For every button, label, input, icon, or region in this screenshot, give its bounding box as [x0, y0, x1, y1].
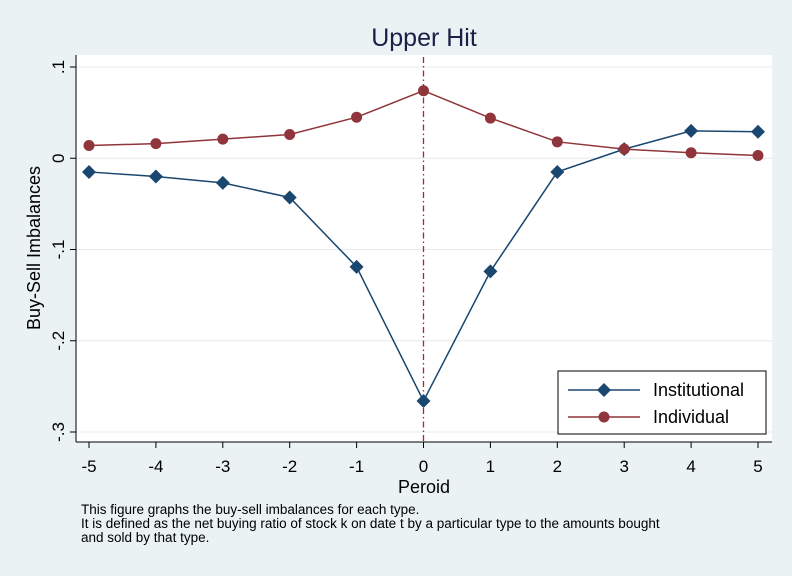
- y-tick-label-2: -.1: [49, 240, 68, 260]
- x-tick-label-8: 3: [619, 457, 628, 476]
- series-group: [82, 85, 765, 408]
- x-tick-label-5: 0: [419, 457, 428, 476]
- point-individual--1: [351, 111, 363, 123]
- chart: .10-.1-.2-.3 -5 -4 -3 -2 -1 0 1 2 3 4 5 Upper Hit …: [24, 24, 772, 497]
- point-institutional--4: [148, 169, 163, 184]
- y-tick-label-0: .1: [49, 60, 68, 74]
- y-tick-label-3: -.2: [49, 331, 68, 351]
- x-ticks: -5 -4 -3 -2 -1 0 1 2 3 4 5: [81, 442, 763, 476]
- x-tick-label-6: 1: [486, 457, 495, 476]
- x-tick-label-2: -3: [215, 457, 230, 476]
- x-tick-label-0: -5: [81, 457, 96, 476]
- y-tick-label-1: 0: [49, 154, 68, 163]
- x-tick-label-10: 5: [753, 457, 762, 476]
- point-institutional--2: [282, 190, 297, 205]
- chart-title: Upper Hit: [371, 24, 477, 52]
- point-individual-5: [752, 150, 764, 162]
- point-individual--4: [150, 138, 162, 150]
- point-institutional-5: [751, 124, 765, 139]
- point-individual-3: [618, 143, 630, 155]
- point-individual-0: [418, 85, 429, 97]
- point-individual-4: [685, 147, 697, 159]
- legend-label-institutional: Institutional: [653, 380, 744, 400]
- note-line-3: and sold by that type.: [81, 530, 210, 545]
- point-institutional-0: [416, 393, 431, 408]
- legend-label-individual: Individual: [653, 407, 729, 427]
- point-individual--2: [284, 129, 296, 141]
- x-tick-label-3: -2: [282, 457, 297, 476]
- point-institutional-4: [684, 123, 699, 138]
- point-individual--5: [83, 139, 95, 151]
- note-line-1: This figure graphs the buy-sell imbalanc…: [81, 502, 420, 517]
- y-ticks: .1 0 -.1 -.2 -.3: [49, 60, 76, 442]
- y-axis-label: Buy-Sell Imbalances: [24, 166, 44, 330]
- y-tick-label-4: -.3: [49, 422, 68, 442]
- point-individual--3: [217, 133, 229, 145]
- x-tick-label-9: 4: [686, 457, 695, 476]
- legend: Institutional Individual: [557, 370, 767, 435]
- point-institutional--3: [215, 175, 230, 190]
- x-tick-label-1: -4: [148, 457, 163, 476]
- legend-marker-institutional: [597, 383, 611, 397]
- point-individual-1: [484, 112, 496, 124]
- legend-marker-individual: [598, 411, 610, 423]
- point-individual-2: [551, 136, 563, 148]
- point-institutional--1: [349, 259, 364, 274]
- legend-box: [557, 370, 767, 435]
- point-institutional-2: [550, 164, 565, 179]
- note-line-2: It is defined as the net buying ratio of…: [81, 516, 660, 531]
- figure-note: This figure graphs the buy-sell imbalanc…: [81, 503, 781, 545]
- x-axis-label: Peroid: [398, 477, 450, 497]
- point-institutional-1: [483, 264, 498, 279]
- x-tick-label-4: -1: [349, 457, 364, 476]
- x-tick-label-7: 2: [553, 457, 562, 476]
- point-institutional--5: [82, 164, 96, 179]
